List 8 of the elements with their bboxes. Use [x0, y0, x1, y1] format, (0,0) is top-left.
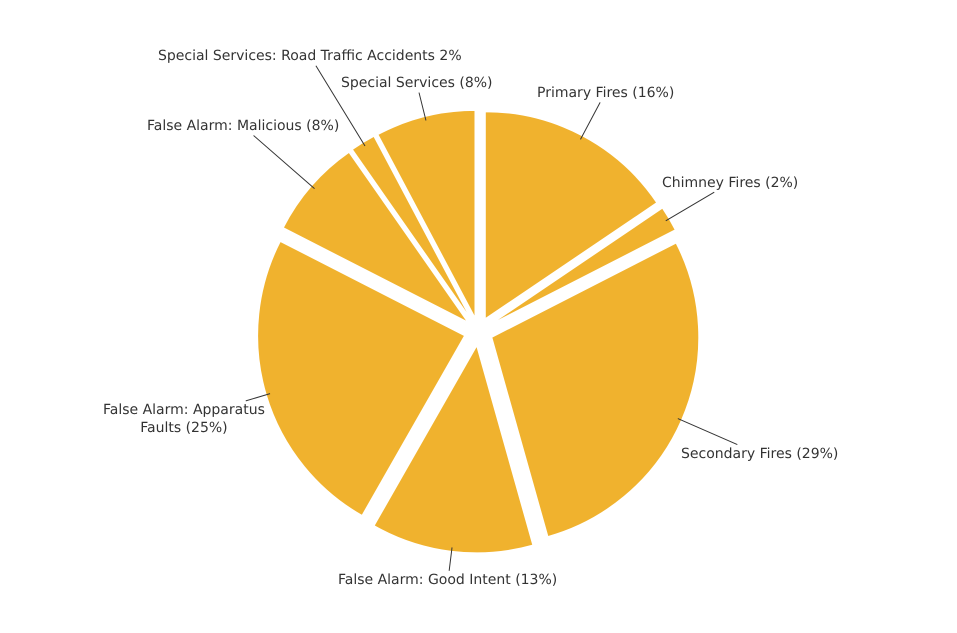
- slice-label: Chimney Fires (2%): [662, 175, 798, 191]
- slice-label: False Alarm: Malicious (8%): [147, 118, 340, 134]
- slice-label: Special Services: Road Traffic Accidents 2%: [158, 48, 462, 64]
- slice-label: Primary Fires (16%): [537, 85, 674, 101]
- slice-label: Secondary Fires (29%): [681, 446, 838, 462]
- slice-label: False Alarm: Good Intent (13%): [338, 572, 558, 588]
- slice-label: False Alarm: Apparatus Faults (25%): [103, 402, 265, 436]
- slice-label: Special Services (8%): [341, 75, 493, 91]
